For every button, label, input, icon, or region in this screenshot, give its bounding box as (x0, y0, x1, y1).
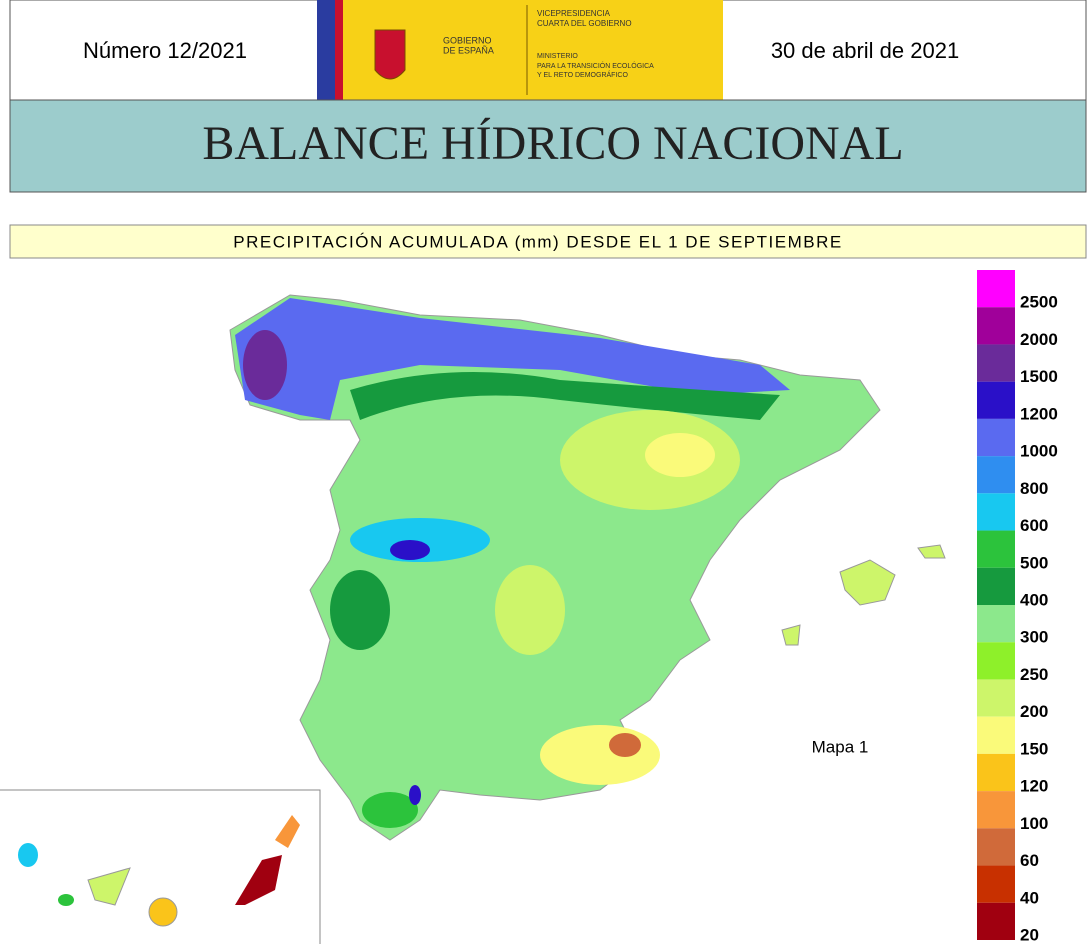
issue-number: Número 12/2021 (83, 38, 247, 63)
logo-text: GOBIERNO (443, 35, 492, 45)
legend-swatch (977, 791, 1015, 829)
canary-inset (0, 789, 321, 944)
inset-frame (0, 789, 321, 944)
legend-label: 40 (1020, 888, 1039, 907)
legend-swatch (977, 344, 1015, 382)
legend-swatch (977, 381, 1015, 419)
legend-label: 150 (1020, 739, 1048, 758)
legend-swatch (977, 493, 1015, 531)
island (87, 867, 131, 906)
logo-text: MINISTERIO (537, 53, 578, 60)
legend-label: 20 (1020, 925, 1039, 944)
legend-label: 100 (1020, 814, 1048, 833)
map-label: Mapa 1 (812, 737, 869, 756)
legend-label: 800 (1020, 479, 1048, 498)
legend-swatch (977, 865, 1015, 903)
legend-label: 200 (1020, 702, 1048, 721)
legend-swatch (977, 530, 1015, 568)
logo-flag-yellow (343, 0, 353, 100)
logo-text: PARA LA TRANSICIÓN ECOLÓGICA (537, 61, 654, 70)
logo-flag-eu (317, 0, 335, 100)
logo-flag-red (335, 0, 343, 100)
legend-label: 1200 (1020, 404, 1058, 423)
legend-label: 2500 (1020, 293, 1058, 312)
island (58, 894, 74, 906)
legend: 2500 2000 1500 1200 1000 800 600 500 400 300 250 20… (977, 270, 1058, 944)
legend-label: 120 (1020, 777, 1048, 796)
legend-swatch (977, 418, 1015, 457)
legend-label: 2000 (1020, 330, 1058, 349)
region-very-wet (243, 330, 287, 400)
legend-label: 1000 (1020, 442, 1058, 461)
issue-date: 30 de abril de 2021 (771, 38, 959, 63)
region-central-wet (350, 518, 490, 562)
island (275, 815, 300, 848)
legend-swatch (977, 679, 1015, 717)
mallorca (839, 559, 896, 606)
legend-swatch (977, 307, 1015, 345)
legend-swatch (977, 605, 1015, 643)
legend-swatch (977, 642, 1015, 680)
subtitle: PRECIPITACIÓN ACUMULADA (mm) DESDE EL 1 … (233, 232, 842, 251)
island (148, 897, 178, 927)
legend-swatch (977, 753, 1015, 792)
island (18, 843, 38, 867)
legend-label: 1500 (1020, 367, 1058, 386)
spain-map (229, 294, 946, 841)
region-strait (362, 792, 418, 828)
region-mancha (495, 565, 565, 655)
ibiza (781, 624, 801, 646)
logo-text: CUARTA DEL GOBIERNO (537, 19, 632, 28)
legend-swatch (977, 270, 1015, 308)
logo-shield (374, 29, 406, 80)
region-wet-north (235, 298, 790, 420)
region-green-band (350, 372, 780, 420)
legend-swatch (977, 716, 1015, 754)
subtitle-box (9, 224, 1087, 259)
legend-label: 250 (1020, 665, 1048, 684)
logo-text: VICEPRESIDENCIA (537, 9, 611, 18)
title-band (9, 99, 1087, 193)
legend-label: 500 (1020, 553, 1048, 572)
region-southeast (540, 725, 660, 785)
legend-swatch (977, 828, 1015, 866)
region-grazalema (409, 785, 421, 805)
menorca (917, 544, 946, 559)
legend-swatch (977, 456, 1015, 494)
legend-label: 300 (1020, 628, 1048, 647)
logo-text: DE ESPAÑA (443, 45, 494, 55)
legend-label: 600 (1020, 516, 1048, 535)
legend-swatch (977, 567, 1015, 605)
island (235, 855, 282, 905)
region-west (330, 570, 390, 650)
title: BALANCE HÍDRICO NACIONAL (202, 117, 903, 170)
legend-label: 400 (1020, 590, 1048, 609)
logo-text: Y EL RETO DEMOGRÁFICO (537, 70, 628, 79)
region-central-very-wet (390, 540, 430, 560)
region-southeast-dry (609, 733, 641, 757)
legend-label: 60 (1020, 851, 1039, 870)
legend-swatch (977, 902, 1015, 940)
region-dry (645, 433, 715, 477)
